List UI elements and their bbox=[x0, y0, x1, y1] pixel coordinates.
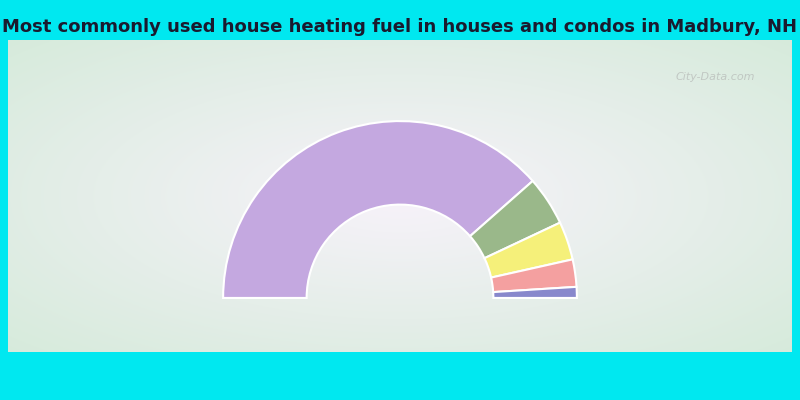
Wedge shape bbox=[485, 223, 573, 278]
Text: Most commonly used house heating fuel in houses and condos in Madbury, NH: Most commonly used house heating fuel in… bbox=[2, 18, 798, 36]
Wedge shape bbox=[493, 287, 577, 298]
Wedge shape bbox=[223, 121, 533, 298]
Wedge shape bbox=[491, 259, 577, 292]
Wedge shape bbox=[470, 181, 560, 258]
Text: City-Data.com: City-Data.com bbox=[676, 72, 755, 82]
